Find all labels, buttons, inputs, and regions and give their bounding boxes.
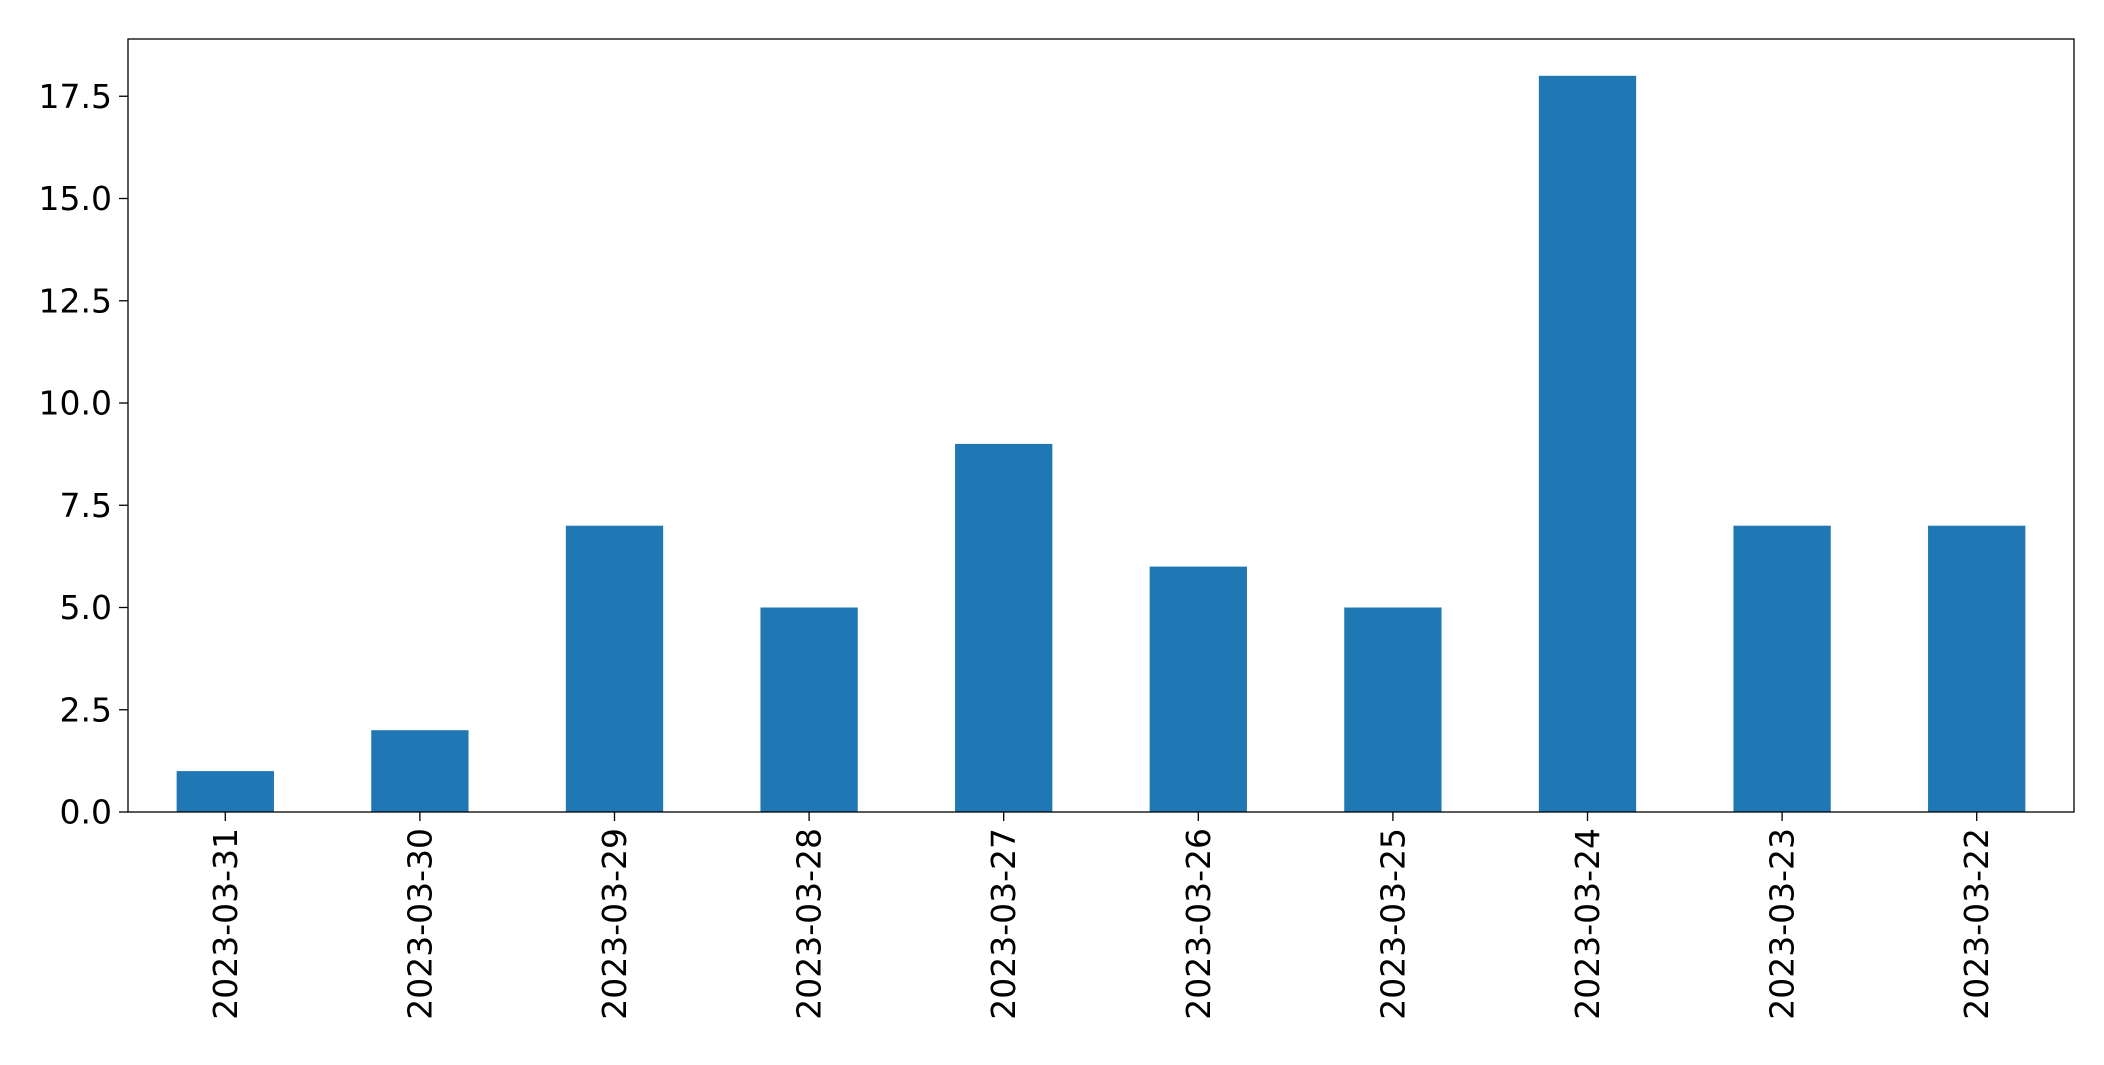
y-tick-label: 7.5 <box>60 486 112 525</box>
bar-2023-03-29 <box>565 525 664 812</box>
bar-2023-03-22 <box>1928 525 2026 812</box>
y-tick-label: 12.5 <box>39 281 112 320</box>
y-tick-label: 17.5 <box>39 77 112 116</box>
bar-2023-03-23 <box>1733 525 1831 812</box>
x-tick-label: 2023-03-23 <box>1763 828 1802 1020</box>
plot-frame <box>127 38 2075 813</box>
bars-layer <box>176 75 2026 812</box>
x-tick-label: 2023-03-26 <box>1179 828 1218 1020</box>
y-axis: 0.0 2.5 5.0 7.5 10.0 12.5 15.0 17.5 <box>39 77 128 832</box>
x-tick-label: 2023-03-28 <box>790 828 829 1020</box>
y-tick-label: 15.0 <box>39 179 112 218</box>
x-tick-label: 2023-03-31 <box>206 828 245 1020</box>
bar-2023-03-28 <box>760 607 858 812</box>
bar-2023-03-26 <box>1149 566 1247 812</box>
bar-2023-03-30 <box>371 730 469 812</box>
x-tick-label: 2023-03-30 <box>400 828 439 1020</box>
x-tick-label: 2023-03-25 <box>1373 828 1412 1020</box>
x-tick-label: 2023-03-24 <box>1568 828 1607 1020</box>
y-tick-label: 10.0 <box>39 384 112 423</box>
bar-2023-03-31 <box>176 771 274 812</box>
bar-2023-03-25 <box>1344 607 1442 812</box>
x-tick-label: 2023-03-22 <box>1957 828 1996 1020</box>
x-tick-label: 2023-03-27 <box>984 828 1023 1020</box>
y-tick-label: 2.5 <box>60 690 112 729</box>
y-tick-label: 0.0 <box>60 793 112 832</box>
bar-2023-03-27 <box>955 443 1053 812</box>
y-tick-label: 5.0 <box>60 588 112 627</box>
x-tick-label: 2023-03-29 <box>595 828 634 1020</box>
x-axis: 2023-03-31 2023-03-30 2023-03-29 2023-03-28… <box>206 812 1996 1020</box>
bar-2023-03-24 <box>1538 75 1637 812</box>
